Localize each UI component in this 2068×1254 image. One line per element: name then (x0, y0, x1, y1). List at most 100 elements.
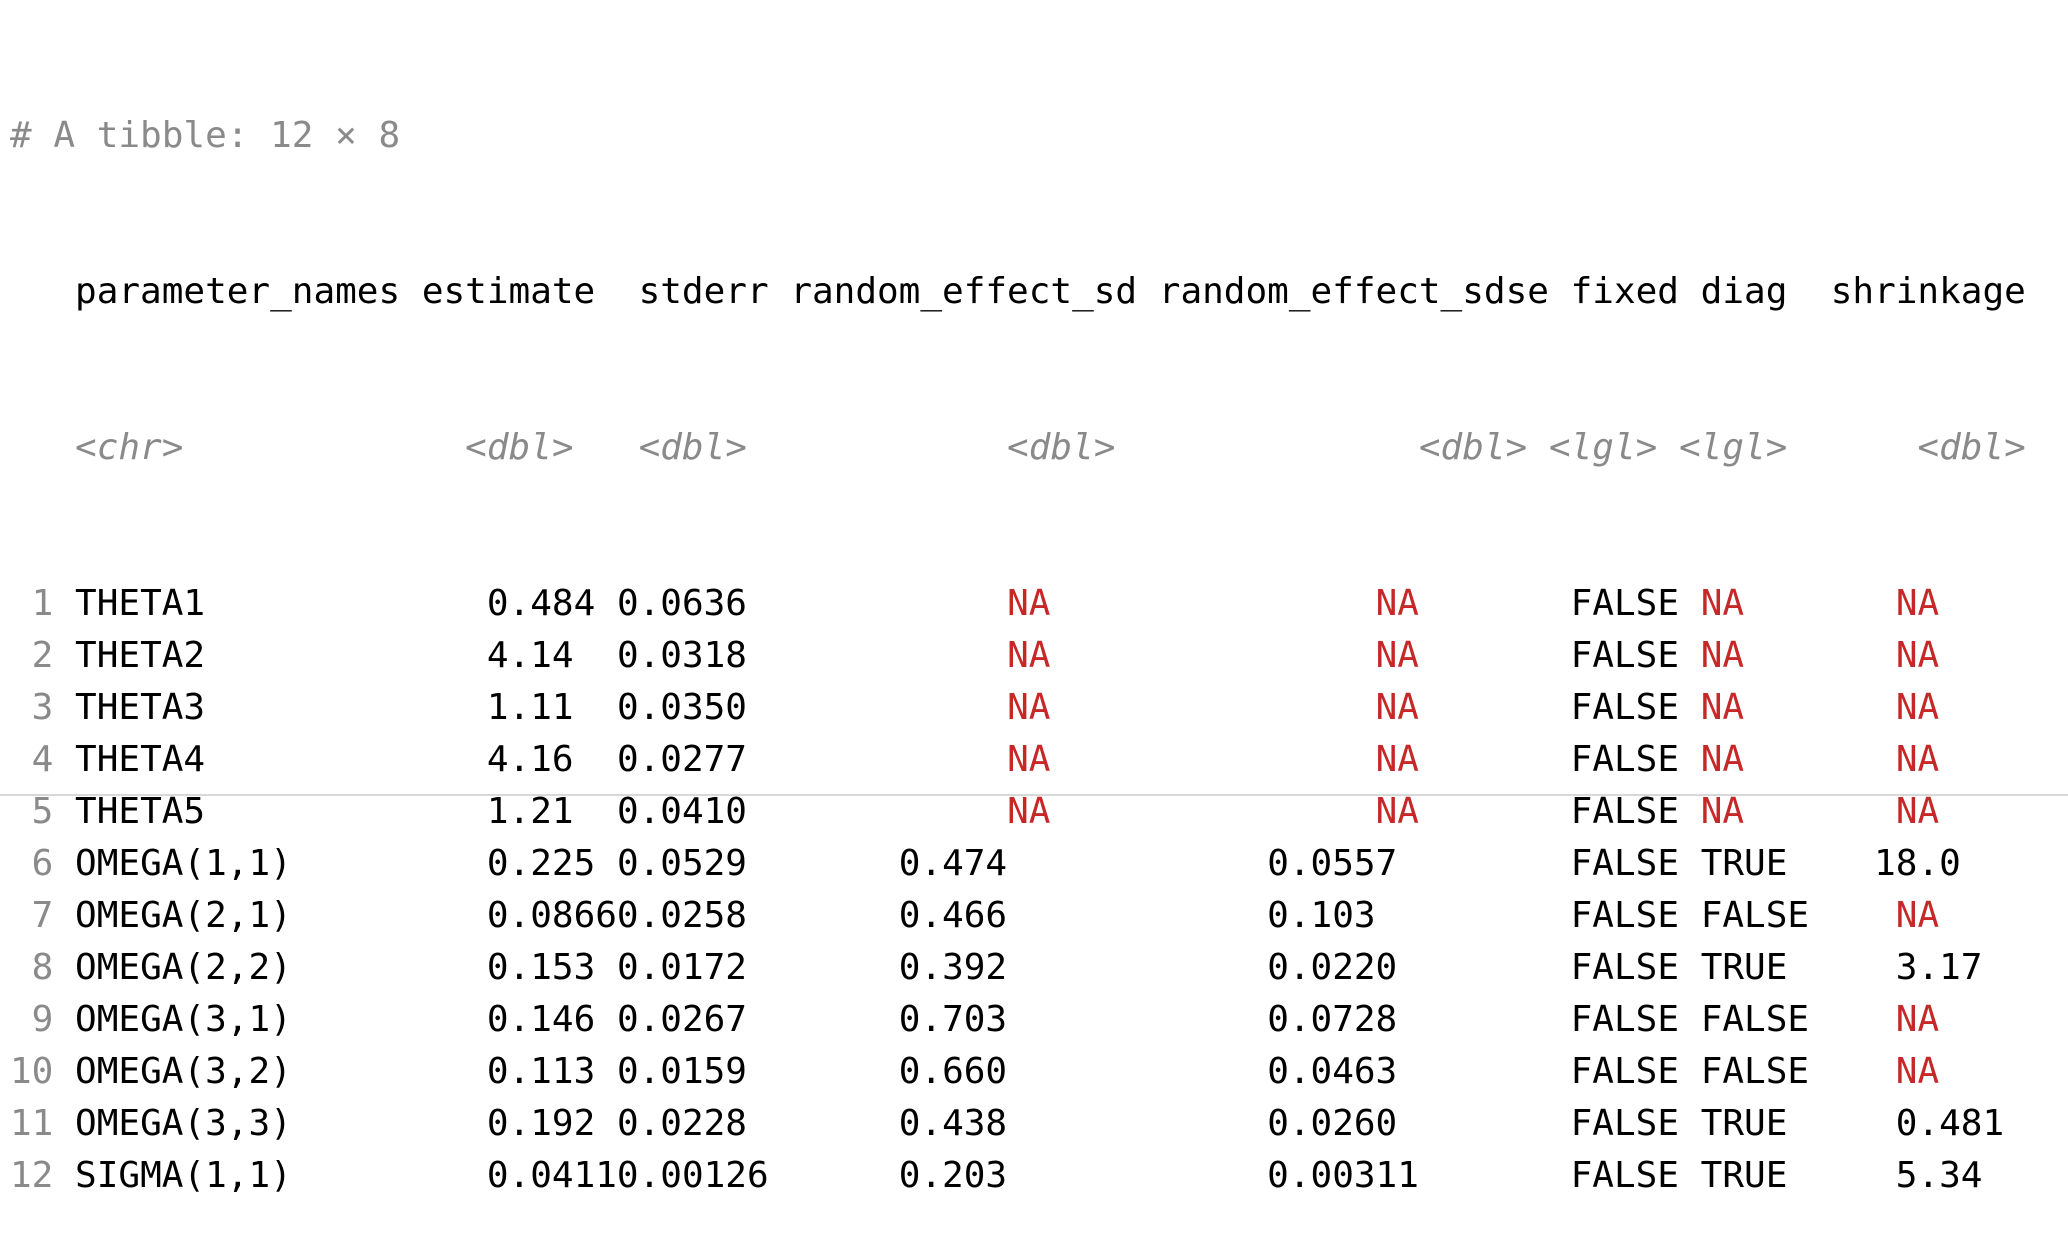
cell-parameter-names: OMEGA(3,1) (75, 999, 292, 1040)
cell-shrinkage: NA (1895, 739, 1940, 780)
cell-fixed: FALSE (1570, 947, 1679, 988)
cell-estimate: 0.192 (486, 1103, 596, 1144)
cell-random-effect-sd: 0.660 (898, 1051, 1008, 1092)
console-output: # A tibble: 12 × 8 parameter_names estim… (10, 6, 2060, 1254)
cell-stderr: 0.0350 (616, 687, 747, 728)
cell-random-effect-sd: NA (1007, 791, 1051, 832)
cell-estimate: 1.11 (486, 687, 574, 728)
type-random-effect-sd: <dbl> (1007, 427, 1116, 468)
row-number: 1 (10, 583, 54, 624)
cell-stderr: 0.0172 (616, 947, 747, 988)
cell-shrinkage: 5.34 (1895, 1155, 1983, 1196)
cell-random-effect-sd: 0.392 (898, 947, 1008, 988)
cell-diag: FALSE (1700, 999, 1810, 1040)
cell-parameter-names: THETA2 (75, 635, 206, 676)
cell-fixed: FALSE (1570, 687, 1680, 728)
cell-diag: TRUE (1700, 1103, 1788, 1144)
cell-stderr: 0.0159 (616, 1051, 747, 1092)
cell-random-effect-sd: 0.466 (898, 895, 1008, 936)
cell-random-effect-sdse: 0.0260 (1267, 1103, 1398, 1144)
cell-estimate: 0.0866 (486, 895, 617, 936)
cell-parameter-names: OMEGA(2,2) (75, 947, 292, 988)
col-header-fixed: fixed (1570, 271, 1679, 312)
cell-parameter-names: OMEGA(3,2) (75, 1051, 292, 1092)
cell-fixed: FALSE (1570, 1155, 1679, 1196)
tibble-header: # A tibble: 12 × 8 (10, 115, 401, 156)
cell-fixed: FALSE (1570, 895, 1679, 936)
cell-stderr: 0.0228 (616, 1103, 747, 1144)
cell-shrinkage: 0.481 (1895, 1103, 2005, 1144)
column-header-row: parameter_names estimate stderr random_e… (10, 266, 2060, 318)
cell-random-effect-sdse: 0.00311 (1267, 1155, 1419, 1196)
cell-fixed: FALSE (1570, 739, 1680, 780)
row-number: 5 (10, 791, 54, 832)
column-type-row: <chr> <dbl> <dbl> <dbl> <dbl> <lgl> <lgl… (10, 422, 2060, 474)
cell-fixed: FALSE (1570, 843, 1679, 884)
cell-diag: TRUE (1700, 947, 1788, 988)
cell-random-effect-sd: 0.438 (898, 1103, 1008, 1144)
cell-parameter-names: THETA1 (75, 583, 206, 624)
cell-stderr: 0.0258 (616, 895, 747, 936)
cell-estimate: 0.0411 (486, 1155, 617, 1196)
cell-parameter-names: THETA4 (75, 739, 206, 780)
cell-random-effect-sdse: 0.0463 (1267, 1051, 1398, 1092)
type-random-effect-sdse: <dbl> (1418, 427, 1528, 468)
cell-diag: NA (1700, 791, 1745, 832)
cell-random-effect-sd: NA (1007, 687, 1051, 728)
col-header-parameter-names: parameter_names (75, 271, 401, 312)
type-stderr: <dbl> (638, 427, 747, 468)
cell-parameter-names: OMEGA(3,3) (75, 1103, 292, 1144)
table-row: 9 OMEGA(3,1) 0.146 0.0267 0.703 0.0728 F… (10, 994, 2060, 1046)
cell-fixed: FALSE (1570, 999, 1679, 1040)
cell-shrinkage: NA (1895, 687, 1940, 728)
cell-stderr: 0.0267 (616, 999, 747, 1040)
col-header-random-effect-sd: random_effect_sd (790, 271, 1138, 312)
col-header-stderr: stderr (638, 271, 769, 312)
cell-diag: TRUE (1700, 1155, 1788, 1196)
cell-stderr: 0.0410 (616, 791, 747, 832)
row-number: 8 (10, 947, 54, 988)
cell-random-effect-sdse: 0.0557 (1267, 843, 1398, 884)
cell-diag: FALSE (1700, 895, 1810, 936)
cell-estimate: 4.16 (486, 739, 574, 780)
table-row: 1 THETA1 0.484 0.0636 NA NA FALSE NA NA (10, 578, 2060, 630)
cell-random-effect-sdse: 0.0728 (1267, 999, 1398, 1040)
table-row: 6 OMEGA(1,1) 0.225 0.0529 0.474 0.0557 F… (10, 838, 2060, 890)
cell-shrinkage: NA (1895, 635, 1940, 676)
row-number: 6 (10, 843, 54, 884)
table-body: 1 THETA1 0.484 0.0636 NA NA FALSE NA NA … (10, 578, 2060, 1202)
cell-estimate: 0.146 (486, 999, 596, 1040)
table-row: 3 THETA3 1.11 0.0350 NA NA FALSE NA NA (10, 682, 2060, 734)
type-fixed: <lgl> (1548, 427, 1658, 468)
cell-diag: FALSE (1700, 1051, 1810, 1092)
cell-random-effect-sdse: 0.0220 (1267, 947, 1398, 988)
cell-stderr: 0.0318 (616, 635, 747, 676)
cell-parameter-names: SIGMA(1,1) (75, 1155, 292, 1196)
row-number: 3 (10, 687, 54, 728)
row-number: 2 (10, 635, 54, 676)
cell-stderr: 0.0529 (616, 843, 747, 884)
cell-random-effect-sdse: NA (1375, 635, 1419, 676)
type-estimate: <dbl> (465, 427, 574, 468)
cell-random-effect-sdse: NA (1375, 583, 1419, 624)
cell-diag: NA (1700, 687, 1745, 728)
cell-random-effect-sd: NA (1007, 583, 1051, 624)
cell-shrinkage: NA (1895, 895, 1940, 936)
cell-parameter-names: THETA5 (75, 791, 206, 832)
cell-random-effect-sd: NA (1007, 739, 1051, 780)
cell-parameter-names: THETA3 (75, 687, 206, 728)
col-header-estimate: estimate (421, 271, 596, 312)
cell-fixed: FALSE (1570, 635, 1680, 676)
cell-shrinkage: NA (1895, 791, 1940, 832)
cell-diag: NA (1700, 635, 1745, 676)
cell-random-effect-sdse: 0.103 (1267, 895, 1376, 936)
table-row: 12 SIGMA(1,1) 0.04110.00126 0.203 0.0031… (10, 1150, 2060, 1202)
cell-parameter-names: OMEGA(2,1) (75, 895, 292, 936)
table-row: 8 OMEGA(2,2) 0.153 0.0172 0.392 0.0220 F… (10, 942, 2060, 994)
cell-random-effect-sd: 0.474 (898, 843, 1008, 884)
cell-shrinkage: 18.0 (1874, 843, 1961, 884)
col-header-diag: diag (1700, 271, 1788, 312)
cell-diag: TRUE (1700, 843, 1788, 884)
cell-stderr: 0.0636 (616, 583, 747, 624)
cell-fixed: FALSE (1570, 1103, 1679, 1144)
